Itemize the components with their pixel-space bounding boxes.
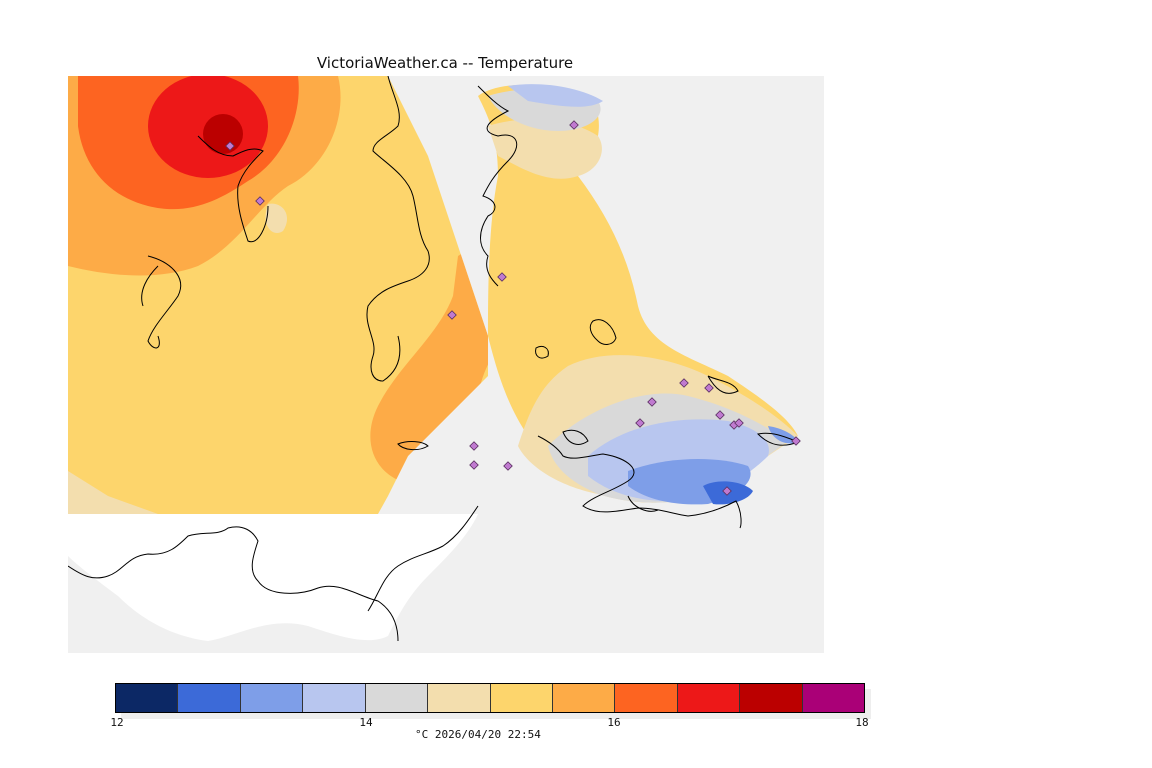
legend-swatch-3 (303, 684, 366, 712)
legend-swatch-1 (178, 684, 241, 712)
legend-bar (115, 683, 865, 713)
legend-tick-16: 16 (607, 716, 621, 729)
coastlines (68, 76, 800, 642)
legend-swatch-7 (552, 684, 616, 712)
station-markers (225, 120, 801, 496)
legend-swatch-2 (240, 684, 304, 712)
legend-tick-12: 12 (110, 716, 124, 729)
temperature-map[interactable] (68, 76, 824, 653)
legend-swatch-0 (116, 684, 179, 712)
legend-tick-14: 14 (359, 716, 373, 729)
legend-swatch-11 (802, 684, 865, 712)
map-title: VictoriaWeather.ca -- Temperature (316, 54, 574, 72)
contour-east (478, 84, 798, 505)
legend-swatch-5 (428, 684, 491, 712)
color-legend (115, 683, 871, 719)
legend-swatch-4 (365, 684, 429, 712)
legend-swatch-9 (677, 684, 741, 712)
land-outside-domain (68, 514, 478, 641)
contour-west (68, 76, 488, 514)
legend-tick-18: 18 (855, 716, 869, 729)
legend-swatch-8 (615, 684, 678, 712)
legend-caption: °C 2026/04/20 22:54 (415, 728, 541, 741)
legend-swatch-6 (490, 684, 553, 712)
temperature-map-svg (68, 76, 824, 653)
legend-swatch-10 (740, 684, 803, 712)
